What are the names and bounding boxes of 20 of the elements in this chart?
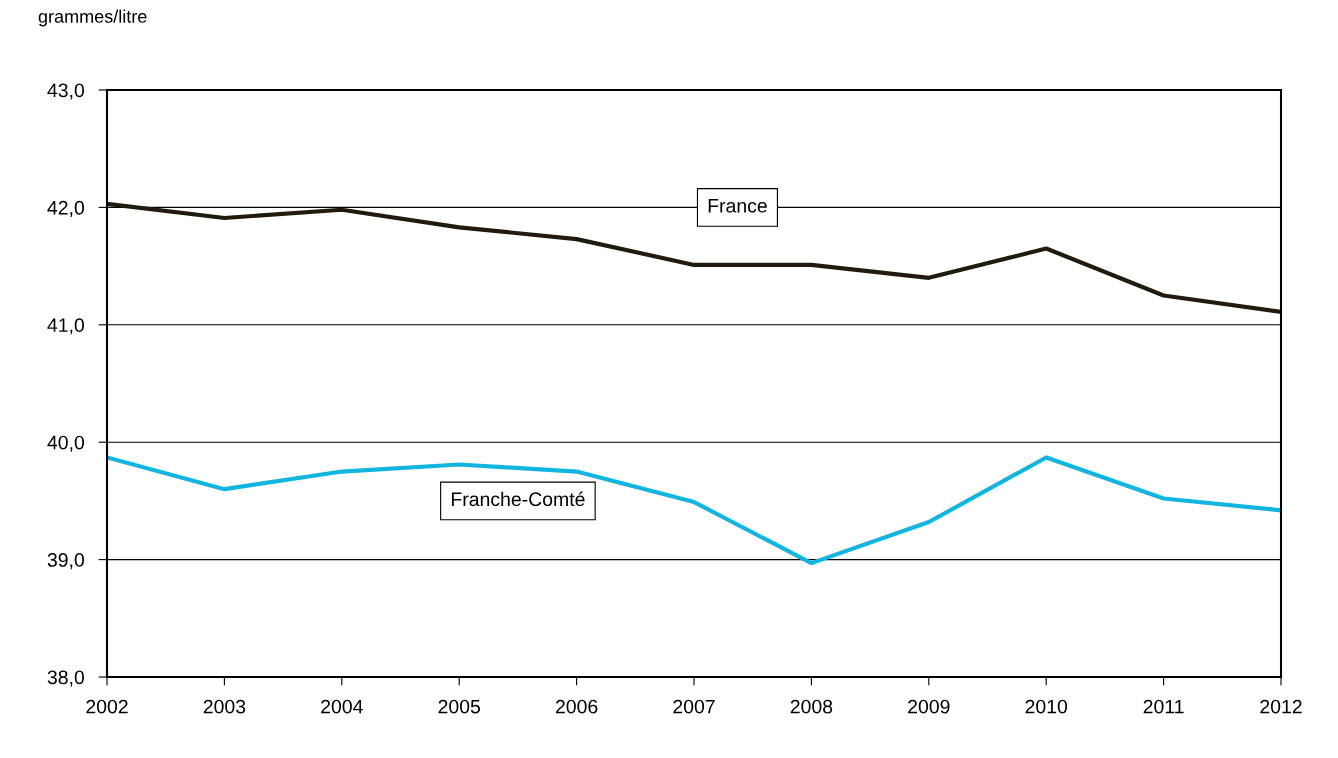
x-tick-label: 2012 [1260, 699, 1302, 714]
x-tick-label: 2008 [790, 699, 833, 714]
x-tick-label: 2005 [438, 699, 481, 714]
y-axis-title: grammes/litre [38, 9, 147, 27]
x-tick-label: 2002 [86, 699, 128, 714]
x-tick-label: 2010 [1025, 699, 1068, 714]
y-tick-label: 40,0 [47, 435, 85, 452]
x-tick-label: 2011 [1143, 699, 1184, 714]
y-tick-label: 38,0 [47, 670, 85, 687]
y-tick-label: 41,0 [47, 318, 85, 335]
x-tick-label: 2006 [555, 699, 598, 714]
x-tick-label: 2009 [908, 699, 950, 714]
x-tick-label: 2007 [673, 699, 715, 714]
x-tick-label: 2003 [203, 699, 246, 714]
y-tick-label: 43,0 [47, 83, 85, 100]
text: France [708, 199, 767, 213]
y-tick-label: 42,0 [47, 200, 85, 217]
y-tick-label: 39,0 [47, 553, 85, 570]
x-tick-label: 2004 [321, 699, 363, 714]
series-label: Franche-Comté [451, 491, 585, 507]
